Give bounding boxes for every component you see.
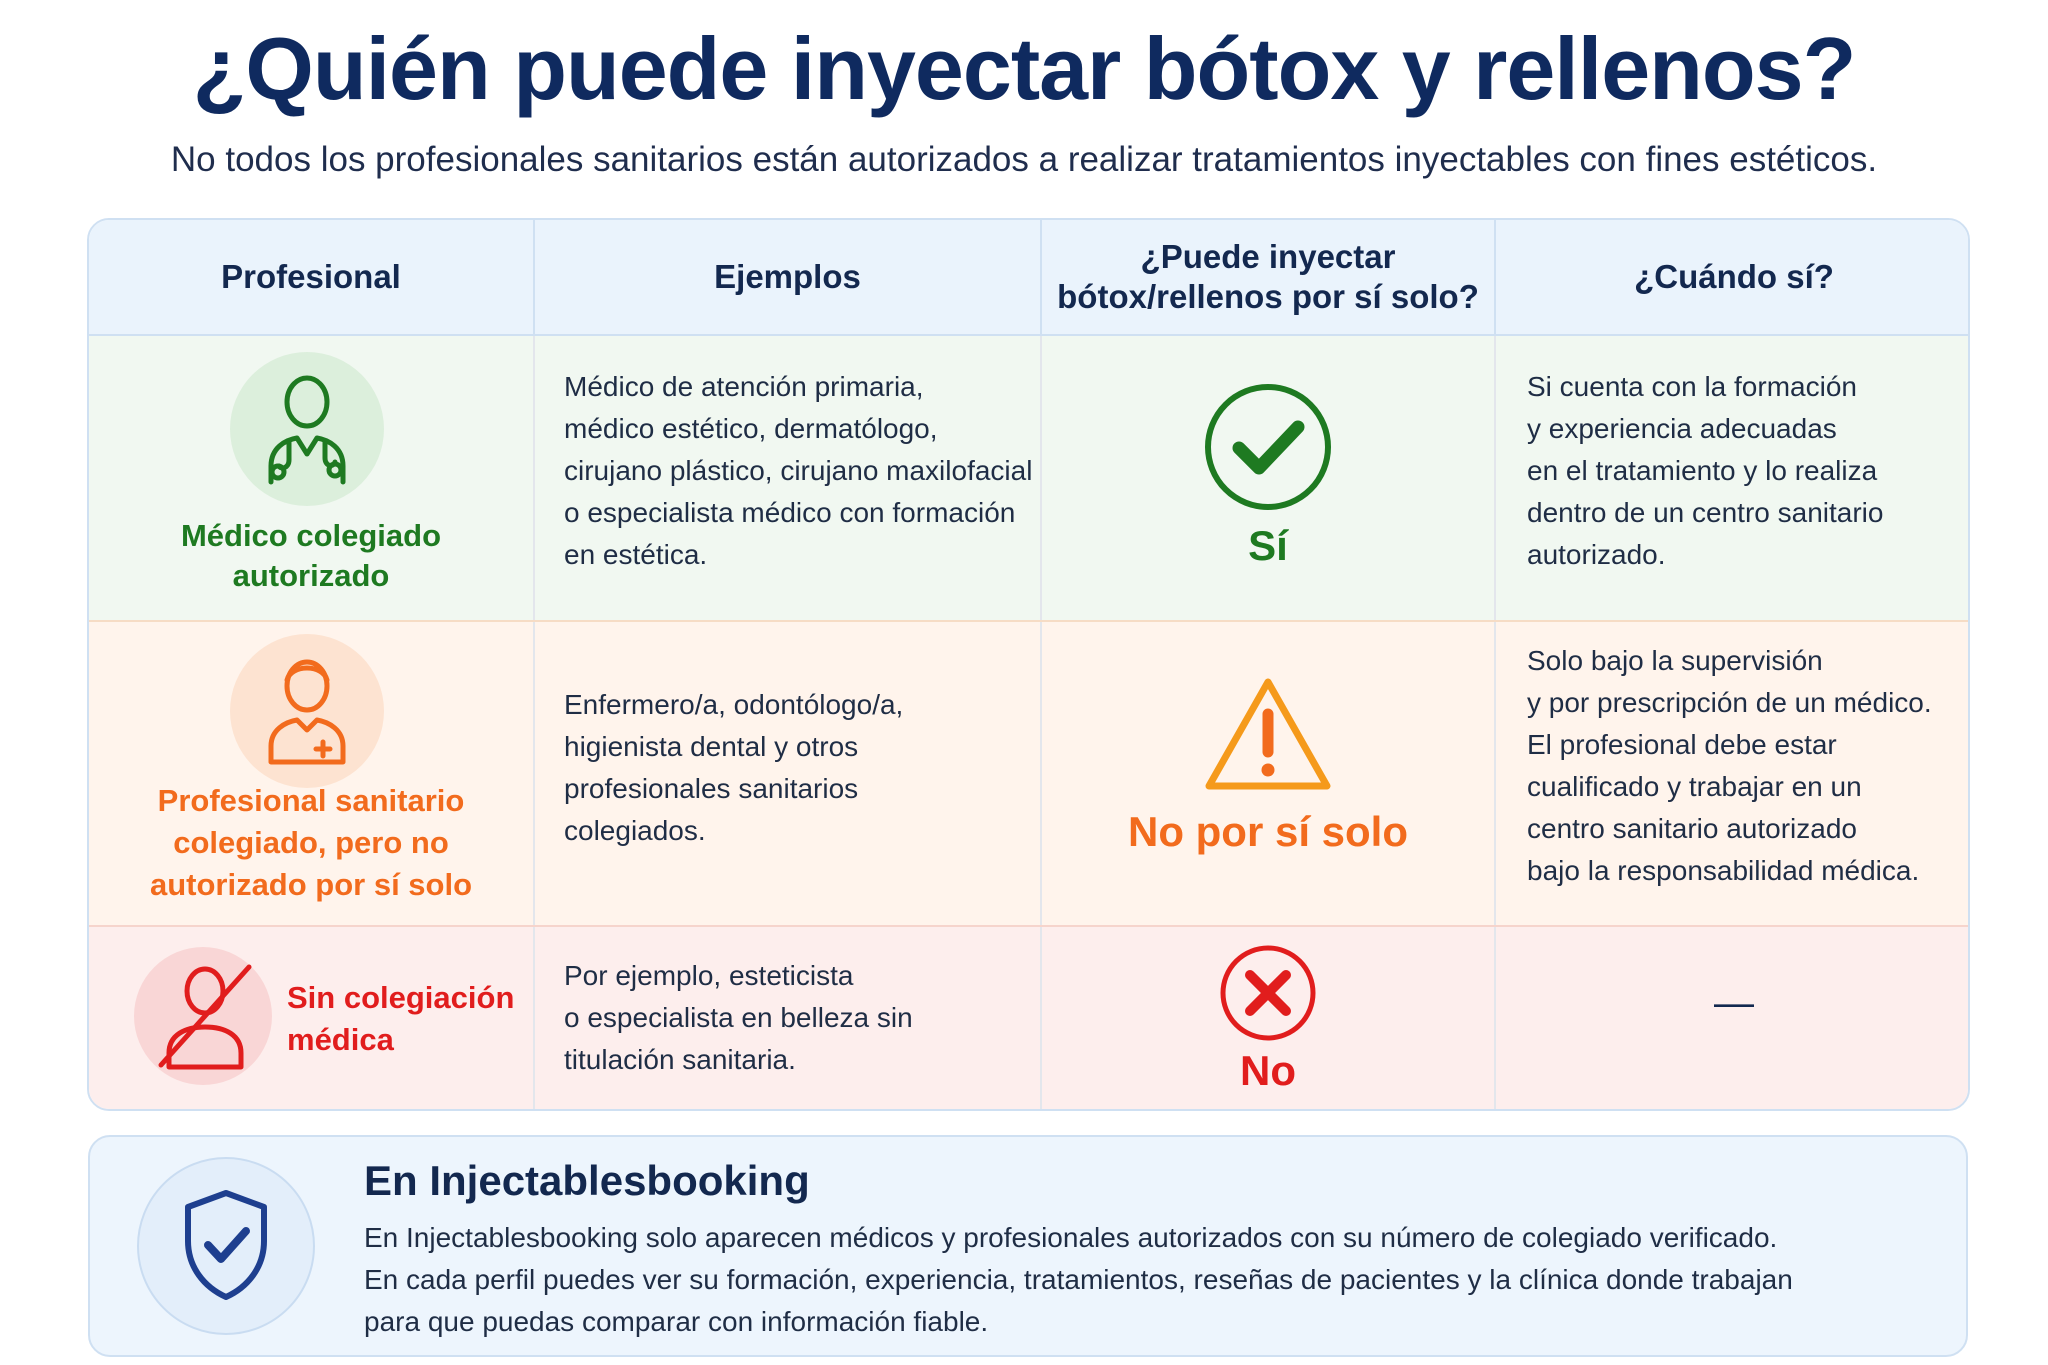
cuando-cell: Si cuenta con la formación y experiencia… [1527, 371, 1884, 570]
check-circle-icon [1205, 384, 1331, 510]
table-row: Médico colegiado autorizado Médico de ate… [89, 336, 1968, 622]
page-title: ¿Quién puede inyectar bótox y rellenos? [192, 19, 1857, 118]
profesional-title: Sin colegiación médica [287, 980, 515, 1057]
verdict-label: No [1240, 1047, 1296, 1094]
profesional-cell: Sin colegiación médica [89, 927, 533, 1109]
table-row: Sin colegiación médica Por ejemplo, estet… [89, 927, 1968, 1109]
verdict-cell: No por sí solo [1042, 622, 1494, 925]
page-subtitle: No todos los profesionales sanitarios es… [170, 140, 1878, 179]
banner-text: En Injectablesbooking solo aparecen médi… [364, 1222, 1793, 1337]
empty-dash: — [1714, 981, 1754, 1025]
banner-title: En Injectablesbooking [364, 1157, 810, 1204]
header-puede-inyectar: ¿Puede inyectar bótox/rellenos por sí sol… [1057, 238, 1479, 315]
info-banner: En Injectablesbooking En Injectablesbook… [88, 1135, 1968, 1357]
nurse-icon [268, 659, 346, 765]
header-profesional: Profesional [221, 258, 401, 295]
comparison-table: Profesional Ejemplos ¿Puede inyectar bóto… [87, 218, 1970, 1111]
cuando-cell: — [1496, 927, 1968, 1109]
verdict-label: Sí [1248, 522, 1288, 569]
profesional-cell: Profesional sanitario colegiado, pero no a… [89, 622, 533, 925]
doctor-icon [268, 375, 346, 485]
x-circle-icon [1220, 945, 1316, 1041]
profesional-cell: Médico colegiado autorizado [89, 336, 533, 620]
header-cuando-si: ¿Cuándo sí? [1634, 258, 1834, 295]
warning-triangle-icon [1205, 678, 1331, 790]
profesional-title: Profesional sanitario colegiado, pero no a… [149, 783, 473, 902]
ejemplos-cell: Médico de atención primaria, médico esté… [564, 371, 1033, 570]
verdict-label: No por sí solo [1127, 808, 1408, 855]
ejemplos-cell: Enfermero/a, odontólogo/a, higienista de… [564, 689, 904, 846]
shield-check-icon [185, 1190, 267, 1300]
ejemplos-cell: Por ejemplo, esteticista o especialista … [564, 960, 913, 1075]
profesional-title: Médico colegiado autorizado [180, 518, 442, 593]
crossed-person-icon [158, 964, 252, 1070]
verdict-cell: No [1042, 927, 1494, 1109]
header-ejemplos: Ejemplos [714, 258, 861, 295]
table-header-row: Profesional Ejemplos ¿Puede inyectar bóto… [89, 220, 1968, 336]
verdict-cell: Sí [1042, 336, 1494, 620]
cuando-cell: Solo bajo la supervisión y por prescripc… [1527, 645, 1932, 886]
table-row: Profesional sanitario colegiado, pero no a… [89, 622, 1968, 927]
